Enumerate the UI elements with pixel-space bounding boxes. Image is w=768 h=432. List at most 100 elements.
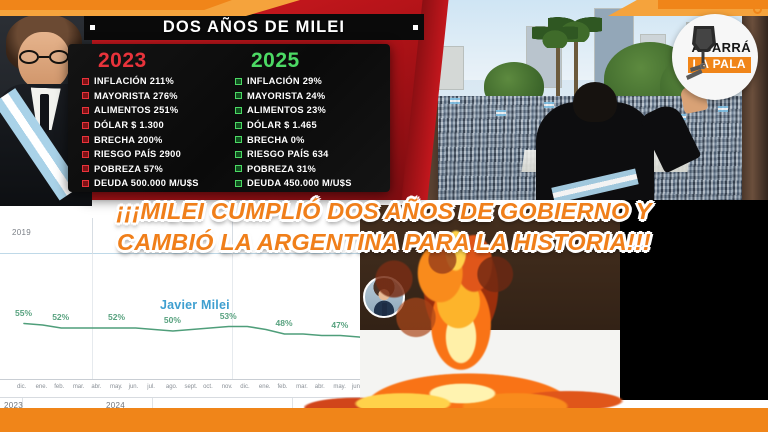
stat-row: RIESGO PAÍS 634 xyxy=(229,147,382,162)
avatar xyxy=(363,276,405,318)
stage-floor xyxy=(360,330,660,400)
bullet-square-icon xyxy=(235,121,242,129)
stat-row: DÓLAR $ 1.465 xyxy=(229,118,382,133)
bullet-square-icon xyxy=(82,121,89,129)
chart-point-label: 47% xyxy=(331,319,349,330)
headline: ¡¡¡MILEI CUMPLIÓ DOS AÑOS DE GOBIERNO Y … xyxy=(0,196,768,258)
stat-text: INFLACIÓN 29% xyxy=(247,76,323,87)
stat-text: RIESGO PAÍS 2900 xyxy=(94,149,182,160)
chart-point-label: 55% xyxy=(15,307,33,318)
stat-text: INFLACIÓN 211% xyxy=(94,76,174,87)
chart-axis-top-label: 2019 xyxy=(12,228,31,237)
chart-x-tick-label: jun. xyxy=(128,384,139,390)
stat-text: ALIMENTOS 23% xyxy=(247,105,327,116)
banner-dot-right xyxy=(413,25,418,30)
stat-row: ALIMENTOS 251% xyxy=(76,103,229,118)
orange-accent-top-left-inner xyxy=(0,0,232,10)
stat-text: DÓLAR $ 1.465 xyxy=(247,120,317,131)
headline-line-1: ¡¡¡MILEI CUMPLIÓ DOS AÑOS DE GOBIERNO Y xyxy=(116,198,652,224)
chart-series-label: Javier Milei xyxy=(160,298,230,312)
bullet-square-icon xyxy=(82,77,89,85)
milei-balcony-silhouette xyxy=(536,82,709,200)
stat-row: POBREZA 31% xyxy=(229,162,382,177)
bullet-square-icon xyxy=(235,165,242,173)
chart-point-label: 50% xyxy=(163,315,181,325)
bullet-square-icon xyxy=(235,179,242,187)
banner-title: DOS AÑOS DE MILEI xyxy=(84,14,424,40)
bullet-square-icon xyxy=(82,92,89,100)
stat-text: POBREZA 31% xyxy=(247,163,317,174)
bullet-square-icon xyxy=(82,106,89,114)
chart-x-tick-label: ene. xyxy=(258,384,271,390)
stat-row: DÓLAR $ 1.300 xyxy=(76,118,229,133)
stat-row: MAYORISTA 24% xyxy=(229,89,382,104)
chart-year-2024: 2024 xyxy=(106,401,125,410)
stat-row: POBREZA 57% xyxy=(76,162,229,177)
chart-year-2023: 2023 xyxy=(4,401,23,410)
stat-text: BRECHA 200% xyxy=(94,134,163,145)
orange-bottom-bar xyxy=(0,408,768,432)
banner-dot-left xyxy=(90,25,95,30)
bullet-square-icon xyxy=(82,150,89,158)
chart-point-label: 48% xyxy=(275,318,293,328)
stat-row: MAYORISTA 276% xyxy=(76,89,229,104)
stat-text: DEUDA 450.000 M/U$S xyxy=(247,178,352,189)
bullet-square-icon xyxy=(235,77,242,85)
stat-text: POBREZA 57% xyxy=(94,163,164,174)
bullet-square-icon xyxy=(82,165,89,173)
bullet-square-icon xyxy=(235,150,242,158)
glasses-icon xyxy=(18,50,70,64)
stats-year-2023: 2023 xyxy=(98,49,147,72)
stat-text: MAYORISTA 276% xyxy=(94,90,178,101)
stats-year-2025: 2025 xyxy=(251,49,300,72)
bullet-square-icon xyxy=(82,179,89,187)
chart-x-tick-label: may. xyxy=(333,384,346,390)
chart-year-row: 2023 2024 xyxy=(0,397,470,414)
chart-x-tick-label: sept. xyxy=(184,384,198,390)
chart-x-tick-label: jul. xyxy=(147,384,155,390)
stat-row: ALIMENTOS 23% xyxy=(229,103,382,118)
chart-x-tick-label: dic. xyxy=(17,384,27,390)
stat-text: ALIMENTOS 251% xyxy=(94,105,179,116)
chart-x-tick-label: feb. xyxy=(54,384,65,390)
stats-comparison-card: 2023 INFLACIÓN 211% MAYORISTA 276% ALIMENTO… xyxy=(68,44,390,192)
stats-column-2023: 2023 INFLACIÓN 211% MAYORISTA 276% ALIMENTO… xyxy=(76,48,229,188)
stat-row: RIESGO PAÍS 2900 xyxy=(76,147,229,162)
chart-x-tick-label: ago. xyxy=(165,384,178,390)
bullet-square-icon xyxy=(82,136,89,144)
stat-text: DÓLAR $ 1.300 xyxy=(94,120,164,131)
chart-point-label: 52% xyxy=(52,312,70,322)
orange-accent-top-right-inner xyxy=(658,0,768,9)
stat-row: BRECHA 0% xyxy=(229,132,382,147)
banner-title-text: DOS AÑOS DE MILEI xyxy=(162,17,346,36)
stat-row: DEUDA 450.000 M/U$S xyxy=(229,176,382,191)
stats-column-2025: 2025 INFLACIÓN 29% MAYORISTA 24% ALIMENTOS … xyxy=(229,48,382,188)
chart-x-tick-label: abr. xyxy=(91,384,102,390)
stat-text: MAYORISTA 24% xyxy=(247,90,326,101)
bullet-square-icon xyxy=(235,106,242,114)
chart-x-tick-label: oct. xyxy=(203,384,213,390)
chart-point-label: 52% xyxy=(108,312,126,322)
shovel-icon xyxy=(686,26,716,80)
orange-ring-accent xyxy=(753,5,762,14)
stat-row: INFLACIÓN 29% xyxy=(229,74,382,89)
chart-x-tick-label: mar. xyxy=(72,384,85,390)
stat-row: DEUDA 500.000 M/U$S xyxy=(76,176,229,191)
chart-x-tick-label: feb. xyxy=(277,384,288,390)
chart-x-tick-label: may. xyxy=(110,384,123,390)
chart-x-tick-label: ene. xyxy=(35,384,48,390)
chart-x-tick-label: dic. xyxy=(240,384,250,390)
bullet-square-icon xyxy=(235,92,242,100)
chart-x-tick-label: nov. xyxy=(221,384,233,390)
stat-text: RIESGO PAÍS 634 xyxy=(247,149,329,160)
right-dark-area xyxy=(620,200,768,400)
chart-x-tick-label: mar. xyxy=(296,384,308,390)
stat-text: BRECHA 0% xyxy=(247,134,305,145)
stat-text: DEUDA 500.000 M/U$S xyxy=(94,178,199,189)
chart-x-tick-label: abr. xyxy=(314,384,325,390)
stat-row: BRECHA 200% xyxy=(76,132,229,147)
channel-logo: AGARRÁ LA PALA xyxy=(672,14,758,100)
headline-line-2: CAMBIÓ LA ARGENTINA PARA LA HISTORIA!!! xyxy=(117,229,651,255)
bullet-square-icon xyxy=(235,136,242,144)
